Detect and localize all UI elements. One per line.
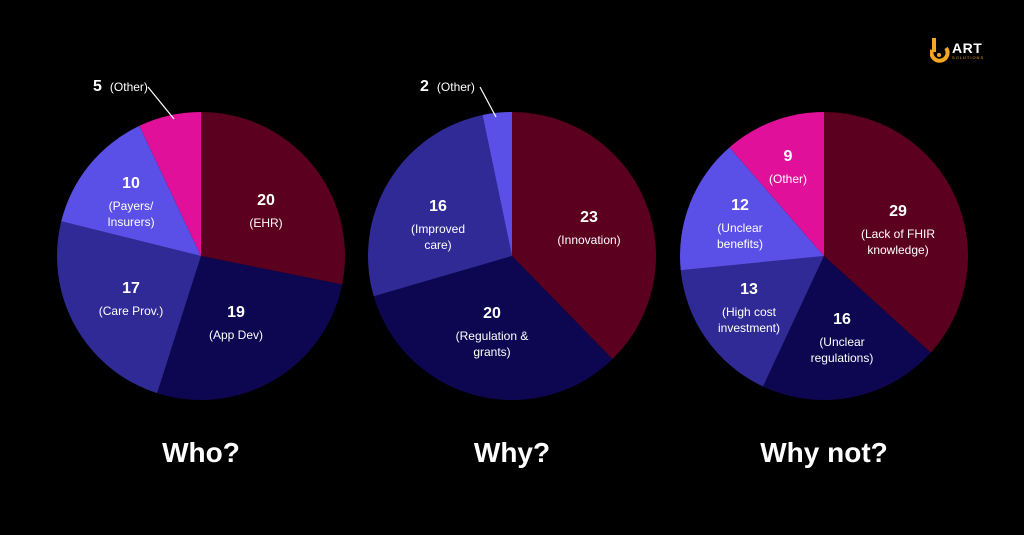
pie-slice-other [482,112,512,256]
logo-wordmark: ART [952,40,983,56]
slice-label: (Other) [769,172,807,186]
pie-slice-regulation-grants [373,256,613,401]
slice-label: Insurers) [107,215,154,229]
slice-label: (Improved [411,222,465,236]
slice-label: (App Dev) [209,328,263,342]
pie-slice-unclear-benefits [680,147,824,271]
slice-label: investment) [718,321,780,335]
brand-logo: ART SOLUTIONS [929,38,994,64]
pie-slice-high-cost-investment [680,256,824,387]
chart-title: Who? [162,437,240,468]
pie-slice-lack-of-fhir-knowledge [824,112,968,353]
pie-slice-innovation [512,112,657,360]
pie-slice-improved-care [368,115,512,297]
slice-value: 20 [257,192,275,209]
pie-slice-ehr [201,112,345,285]
slice-value: 13 [740,281,758,298]
pie-slice-app-dev [157,256,343,401]
slice-label: regulations) [811,351,874,365]
slice-label-outside: 2 (Other) [420,78,475,95]
slice-label: (Regulation & [456,329,529,343]
leader-line [479,86,497,118]
slice-label-outside: 5 (Other) [93,78,148,95]
pie-chart-2: 23 (Innovation) 20 (Regulation & grants) 16 (I… [368,78,657,468]
slice-label: grants) [473,345,510,359]
slice-label: (Unclear [819,335,864,349]
leader-line [147,86,175,120]
slice-label: (High cost [722,305,777,319]
slice-value: 23 [580,209,598,226]
slice-value: 19 [227,304,245,321]
slice-value: 16 [429,198,447,215]
slice-label: benefits) [717,237,763,251]
slice-value: 20 [483,305,501,322]
logo-mark-icon [929,38,950,63]
slice-value: 12 [731,197,749,214]
slice-label: knowledge) [867,243,928,257]
slice-label: (Lack of FHIR [861,227,935,241]
slice-value: 10 [122,175,140,192]
slice-value: 16 [833,311,851,328]
pie-slice-care-prov [57,221,201,394]
slice-value: 9 [784,148,793,165]
chart-title: Why? [474,437,550,468]
pie-slice-unclear-regulations [762,256,931,400]
pie-slice-other [729,112,824,256]
slice-label: (Unclear [717,221,762,235]
slice-value: 17 [122,280,140,297]
slice-label: care) [424,238,451,252]
pie-slice-payers-insurers [61,125,202,257]
pie-chart-1: 20 (EHR) 19 (App Dev) 17 (Care Prov.) 10 (Payer… [57,78,345,468]
slice-label: (Payers/ [109,199,154,213]
logo-subtitle: SOLUTIONS [952,55,985,60]
slice-label: (EHR) [249,216,282,230]
slice-value: 29 [889,203,907,220]
pie-chart-3: 29 (Lack of FHIR knowledge) 16 (Unclear regul… [680,112,968,468]
chart-title: Why not? [760,437,888,468]
slice-label: (Care Prov.) [99,304,163,318]
slice-label: (Innovation) [557,233,620,247]
pie-slice-other [139,112,201,256]
